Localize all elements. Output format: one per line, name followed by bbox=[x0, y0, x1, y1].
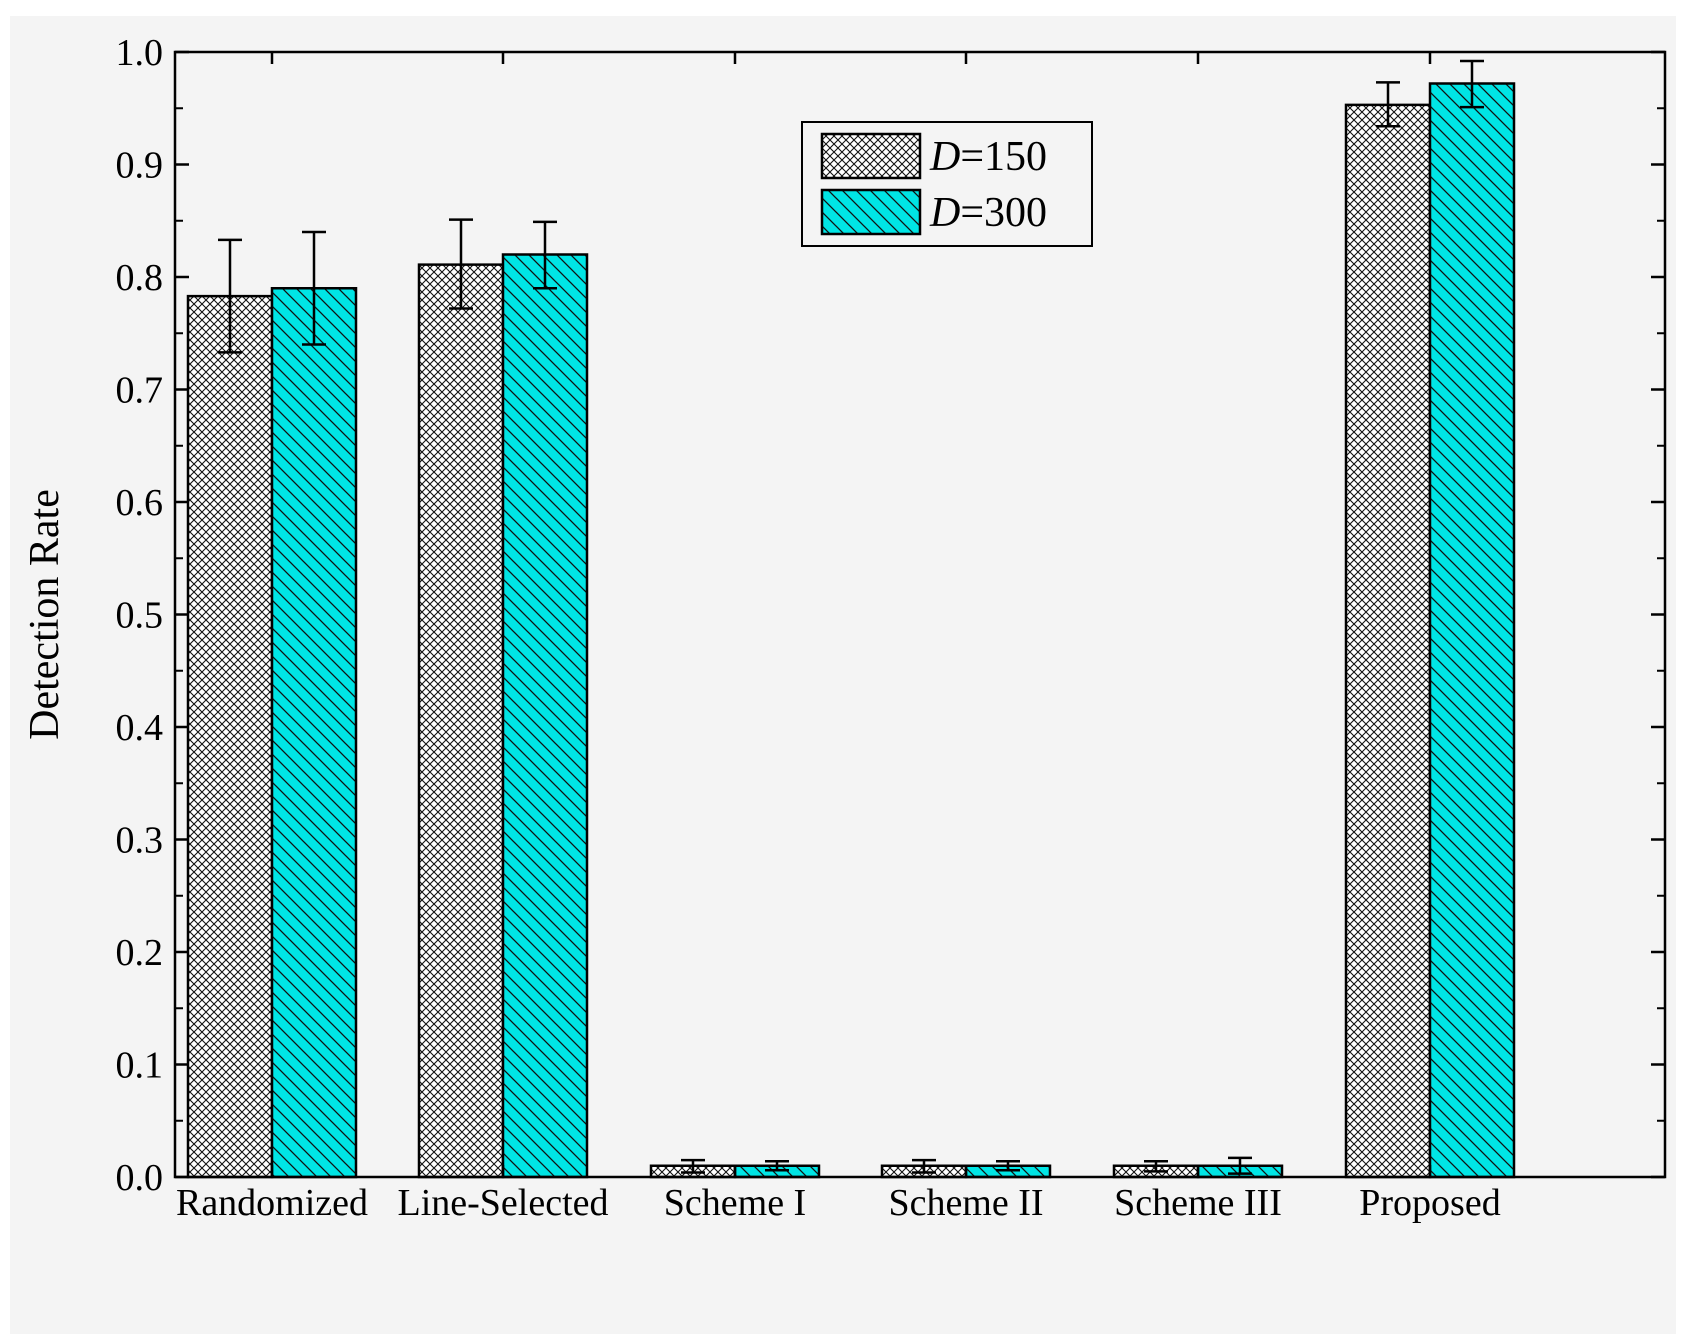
y-tick-label: 0.7 bbox=[116, 370, 164, 412]
y-tick-label: 0.9 bbox=[116, 145, 164, 187]
bar-d150-randomized bbox=[186, 294, 274, 1179]
error-bar-d300-5 bbox=[1460, 59, 1484, 109]
legend-label-d150: D=150 bbox=[929, 134, 1047, 180]
bar-chart: 0.0 0.1 0.2 0.3 0.4 0.5 0.6 0.7 0.8 0.9 1.0 Randomi… bbox=[22, 32, 1667, 1224]
chart-frame: 0.0 0.1 0.2 0.3 0.4 0.5 0.6 0.7 0.8 0.9 1.0 Randomi… bbox=[10, 16, 1676, 1334]
x-category-label: Proposed bbox=[1359, 1182, 1500, 1224]
y-tick-label: 0.1 bbox=[116, 1045, 164, 1087]
y-tick-label: 0.3 bbox=[116, 820, 164, 862]
axes bbox=[173, 50, 1667, 1179]
x-category-label: Line-Selected bbox=[397, 1182, 608, 1224]
y-tick-label: 0.0 bbox=[116, 1157, 164, 1199]
error-bar-d150-0 bbox=[218, 238, 242, 354]
error-bar-d300-0 bbox=[302, 230, 326, 346]
legend: D=150 D=300 bbox=[801, 121, 1093, 247]
bar-d150-line-selected bbox=[417, 263, 505, 1179]
error-bar-d150-2 bbox=[681, 1158, 705, 1174]
legend-label-d300: D=300 bbox=[929, 190, 1047, 236]
y-tick-label: 0.6 bbox=[116, 482, 164, 524]
x-category-label: Scheme II bbox=[888, 1182, 1043, 1224]
y-tick-label: 0.4 bbox=[116, 707, 164, 749]
y-tick-label: 1.0 bbox=[116, 32, 164, 74]
error-bar-d300-3 bbox=[996, 1160, 1020, 1172]
error-bar-d300-1 bbox=[533, 220, 557, 290]
bar-d150-proposed bbox=[1344, 103, 1432, 1179]
y-tick-label: 0.5 bbox=[116, 595, 164, 637]
bar-d300-line-selected bbox=[501, 253, 589, 1179]
bar-d300-proposed bbox=[1428, 82, 1516, 1179]
error-bar-d300-4 bbox=[1228, 1156, 1252, 1175]
bar-d300-randomized bbox=[270, 287, 358, 1179]
error-bar-d150-1 bbox=[449, 218, 473, 310]
error-bar-d300-2 bbox=[765, 1160, 789, 1172]
x-category-label: Scheme I bbox=[664, 1182, 806, 1224]
y-tick-label: 0.8 bbox=[116, 257, 164, 299]
y-axis-title: Detection Rate bbox=[22, 489, 68, 740]
error-bar-d150-3 bbox=[912, 1158, 936, 1174]
y-tick-label: 0.2 bbox=[116, 932, 164, 974]
legend-swatch-d300 bbox=[820, 188, 922, 236]
legend-swatch-d150 bbox=[820, 132, 922, 180]
x-category-label: Randomized bbox=[176, 1182, 368, 1224]
x-category-label: Scheme III bbox=[1114, 1182, 1282, 1224]
error-bars bbox=[218, 59, 1484, 1175]
error-bar-d150-5 bbox=[1376, 81, 1400, 128]
error-bar-d150-4 bbox=[1144, 1160, 1168, 1173]
labels: 0.0 0.1 0.2 0.3 0.4 0.5 0.6 0.7 0.8 0.9 1.0 Randomi… bbox=[22, 32, 1501, 1224]
